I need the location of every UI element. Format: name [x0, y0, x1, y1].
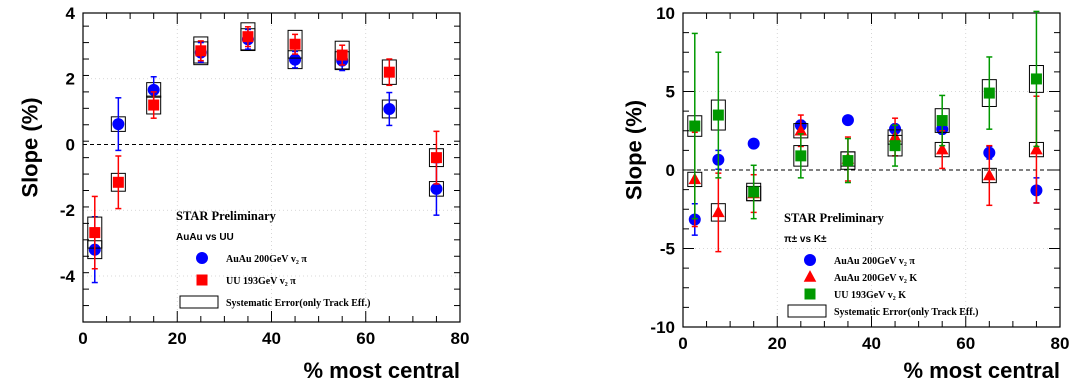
data-point: [794, 123, 808, 136]
legend-marker: [804, 254, 816, 266]
data-point: [289, 38, 301, 50]
data-point: [430, 152, 442, 164]
data-point: [148, 99, 160, 111]
series-2: [87, 22, 444, 270]
x-tick-label: 20: [168, 329, 187, 348]
legend-title: STAR Preliminary: [784, 211, 885, 225]
data-point: [147, 83, 160, 96]
x-tick-label: 80: [1051, 334, 1070, 353]
series-2: [687, 95, 1044, 253]
y-tick-label: 4: [66, 4, 76, 23]
legend-subtitle: AuAu vs UU: [176, 232, 234, 243]
x-tick-label: 80: [451, 329, 470, 348]
data-point: [795, 150, 807, 162]
data-point: [242, 31, 254, 43]
legend-marker: [196, 274, 208, 286]
legend-marker: [196, 252, 208, 264]
data-point: [689, 120, 701, 132]
x-tick-label: 0: [678, 334, 687, 353]
data-point: [289, 53, 302, 66]
legend-item-label: UU 193GeV v₂ π: [226, 276, 296, 287]
systematic-box: [287, 29, 303, 59]
data-point: [935, 142, 949, 155]
data-point: [1030, 142, 1043, 155]
legend-box-marker: [179, 295, 219, 309]
legend: STAR Preliminary AuAu vs UU AuAu 200GeV v₂…: [176, 209, 370, 309]
legend-item-label: AuAu 200GeV v₂ π: [834, 256, 915, 267]
data-point: [842, 155, 854, 167]
y-tick-label: -4: [60, 267, 76, 286]
x-tick-label: 60: [956, 334, 975, 353]
legend-marker: [804, 288, 816, 300]
data-point: [383, 102, 396, 115]
x-tick-label: 20: [768, 334, 787, 353]
series-3: [687, 10, 1044, 220]
y-tick-label: 0: [66, 135, 75, 154]
x-tick-label: 40: [262, 329, 281, 348]
data-point: [841, 114, 854, 127]
data-point: [336, 49, 348, 61]
legend-title: STAR Preliminary: [176, 209, 277, 223]
y-tick-label: 5: [666, 83, 675, 102]
systematic-box: [193, 36, 209, 66]
data-point: [712, 205, 725, 218]
data-point: [748, 186, 760, 198]
data-point: [983, 168, 996, 181]
legend-item-label: UU 193GeV v₂ K: [834, 290, 906, 301]
data-point: [889, 140, 901, 152]
legend-item-label: Systematic Error(only Track Eff.): [226, 298, 370, 309]
systematic-box: [334, 40, 350, 70]
x-tick-label: 0: [78, 329, 87, 348]
systematic-box: [240, 22, 256, 52]
x-tick-label: 40: [862, 334, 881, 353]
x-tick-label: 60: [356, 329, 375, 348]
legend-item-label: AuAu 200GeV v₂ π: [226, 254, 307, 265]
y-axis-title: Slope (%): [622, 100, 647, 200]
legend-subtitle: π± vs K±: [784, 234, 827, 245]
y-tick-label: -2: [60, 201, 75, 220]
y-axis-title: Slope (%): [18, 97, 43, 197]
y-tick-label: -10: [650, 318, 675, 337]
data-point: [747, 137, 760, 150]
legend-item-label: AuAu 200GeV v₂ K: [834, 273, 917, 284]
y-tick-label: 0: [666, 161, 675, 180]
legend-item-label: Systematic Error(only Track Eff.): [834, 307, 978, 318]
legend-marker: [803, 270, 817, 282]
data-point: [112, 118, 125, 131]
x-axis-title: % most central: [304, 358, 461, 383]
y-tick-label: 10: [656, 4, 675, 23]
data-point: [89, 227, 101, 239]
legend-box-marker: [787, 304, 827, 318]
chart-2: -10 -5 0 5 10 0 20 40 60 80 % most central Slope (%…: [622, 4, 1070, 383]
data-point: [195, 45, 207, 57]
data-point: [112, 176, 124, 188]
y-tick-label: -5: [660, 240, 675, 259]
x-axis-title: % most central: [904, 358, 1061, 383]
y-tick-label: 2: [66, 70, 75, 89]
data-point: [983, 87, 995, 99]
data-point: [430, 182, 443, 195]
legend: STAR Preliminary π± vs K± AuAu 200GeV v₂ π…: [784, 211, 978, 318]
data-point: [383, 66, 395, 78]
data-point: [1030, 73, 1042, 85]
data-point: [936, 115, 948, 127]
data-point: [712, 109, 724, 121]
